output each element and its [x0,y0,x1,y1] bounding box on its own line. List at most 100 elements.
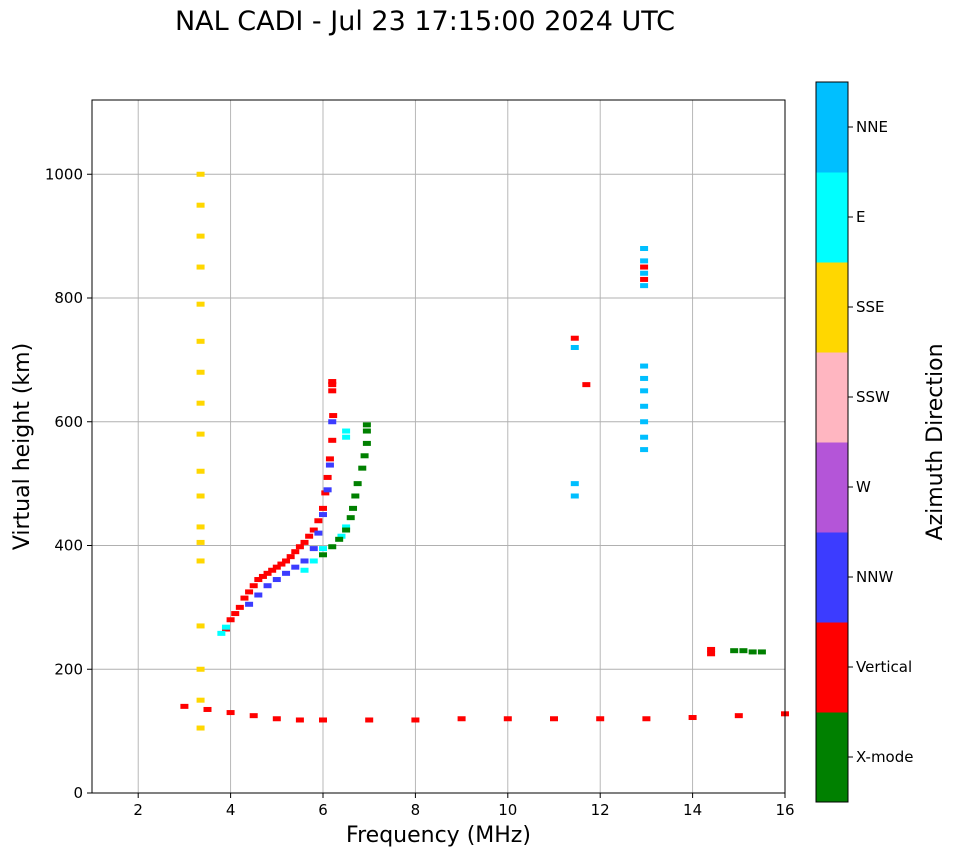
data-point [335,536,344,542]
data-point [217,630,226,636]
colorbar-label: SSW [856,388,890,406]
y-tick-label: 600 [54,413,83,431]
data-point [319,512,327,518]
data-point [291,564,300,570]
data-point [353,481,362,487]
data-point [328,388,337,394]
data-point [254,577,263,583]
data-point [707,651,716,657]
data-point [321,490,330,496]
data-point [272,577,281,583]
data-point [757,649,766,655]
data-point [196,338,205,344]
data-point [328,419,337,425]
data-point [640,403,649,409]
data-point [240,595,249,601]
data-point [249,583,258,589]
data-point [268,567,277,573]
colorbar-label: E [856,208,865,226]
data-point [640,270,649,276]
data-point [739,648,748,654]
data-point [282,570,291,576]
data-point [328,544,337,550]
data-point [570,345,579,350]
colorbar-segment [816,262,848,353]
colorbar-segment [816,172,848,263]
data-point [226,617,235,623]
data-point [319,546,327,552]
y-tick-label: 1000 [45,165,83,183]
data-point [196,558,205,564]
data-point [196,431,205,437]
data-point [328,379,337,385]
data-point [457,716,466,722]
y-tick-label: 800 [54,289,83,307]
data-point [640,388,649,394]
y-axis-label: Virtual height (km) [10,343,35,550]
chart-title: NAL CADI - Jul 23 17:15:00 2024 UTC [174,6,676,37]
data-point [734,713,743,719]
colorbar-label: NNE [856,118,888,136]
data-point [300,567,309,573]
data-point [196,493,205,499]
data-point [640,264,649,270]
data-point [362,422,371,428]
data-point [748,649,757,655]
data-point [196,539,205,545]
data-point [196,468,205,474]
data-point [640,375,649,381]
data-point [570,493,579,499]
data-point [642,716,651,722]
axes: 2 4 6 8 10 12 14 16 0 200 400 600 800 1000 Frequency (… [10,99,795,848]
data-point [325,462,334,468]
data-point [640,258,649,264]
data-point [272,716,281,722]
data-point [300,539,309,545]
colorbar-segment [816,532,848,623]
data-point [342,524,351,530]
data-point [640,246,649,251]
data-point [328,382,337,388]
colorbar-title: Azimuth Direction [923,343,948,540]
y-tick-label: 0 [73,784,83,802]
data-point [360,453,369,459]
colorbar-frame [815,81,849,803]
data-point [245,589,254,595]
data-point [300,558,309,564]
data-point [337,533,346,539]
data-point [221,624,230,630]
data-point [309,558,318,564]
data-point [196,697,205,703]
data-point [688,715,697,721]
data-point [258,573,267,579]
data-point [196,233,205,239]
data-point [550,716,558,722]
x-tick-label: 12 [591,801,610,819]
data-point [254,592,263,598]
data-point [231,611,240,617]
data-point [570,335,579,341]
data-point [349,505,358,511]
x-tick-label: 2 [133,801,143,819]
data-point [314,518,323,524]
data-point [503,716,512,722]
data-point [196,171,205,177]
colorbar-segment [816,352,848,443]
data-point [309,527,318,533]
data-point [730,648,739,654]
colorbar-segment [816,622,848,713]
data-point [640,276,649,282]
data-point [282,558,291,564]
data-marks [180,171,789,731]
data-point [582,382,591,388]
data-point [640,447,649,453]
data-point [362,440,371,446]
data-point [323,487,332,493]
data-point [346,515,355,521]
data-point [272,564,281,570]
plot-frame [91,99,786,794]
colorbar-label: SSE [856,298,885,316]
data-point [263,570,272,576]
colorbar-label: X-mode [856,748,913,766]
x-tick-label: 16 [775,801,794,819]
